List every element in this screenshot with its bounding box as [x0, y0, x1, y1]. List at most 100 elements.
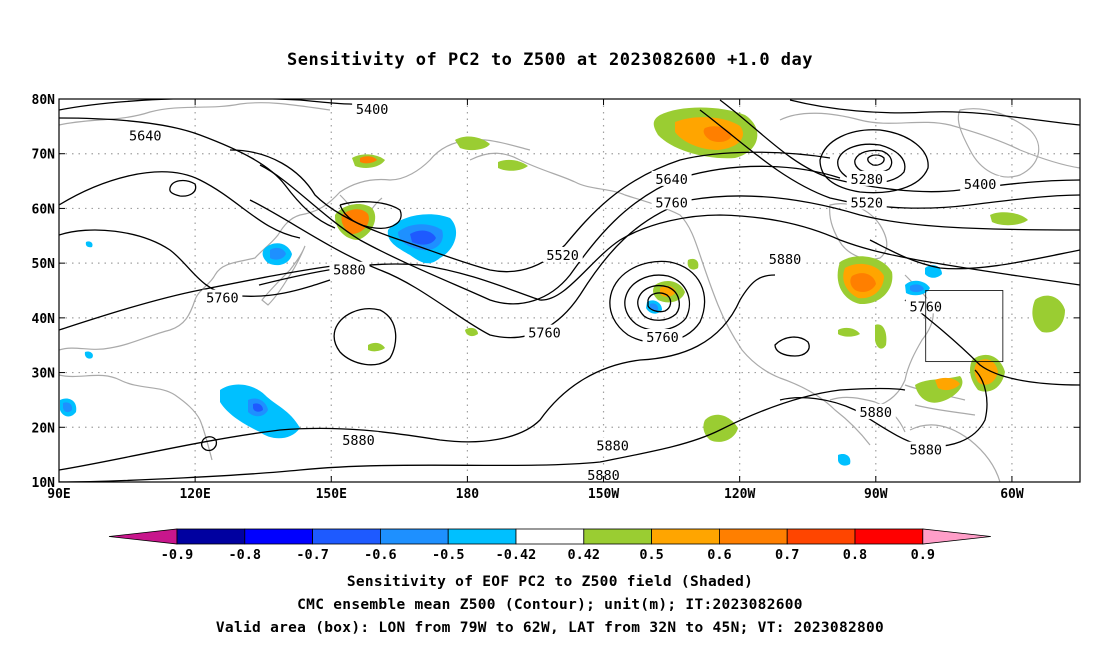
coast-japan: [261, 245, 306, 306]
shading-blob-sea-of-japan-core: [270, 247, 286, 260]
contour-labels: 5640 5400 5520 5880 5760 5760 5640 5760 5760 5880…: [125, 100, 1001, 484]
contour-label: 5760: [206, 291, 239, 307]
contour-5520-east: [699, 109, 1080, 209]
colorbar-swatch: [379, 528, 449, 545]
colorbar-label: -0.8: [229, 547, 262, 563]
caption-valid-area: Valid area (box): LON from 79W to 62W, L…: [215, 620, 885, 636]
coast-gulf: [829, 396, 906, 433]
coast-na-west: [699, 254, 871, 446]
contour-label: 5640: [129, 129, 162, 145]
shading-blob-midpac: [368, 342, 385, 352]
colorbar-label: -0.6: [364, 547, 397, 563]
contour-label-bg: [960, 175, 1001, 191]
lon-label: 150W: [588, 487, 619, 502]
colorbar: -0.9 -0.8 -0.7 -0.6 -0.5 -0.42 0.42 0.5 0.6 0.7 0.…: [108, 528, 991, 563]
shading-blob-okhotsk-core: [360, 156, 377, 164]
contour-5880-central: [258, 214, 1080, 301]
lat-label: 60N: [32, 202, 56, 217]
contour-label: 5880: [587, 468, 620, 484]
shading-blob-bering-neg-peak: [410, 230, 436, 245]
contour-label: 5520: [850, 195, 883, 211]
contour-label: 5880: [333, 263, 366, 279]
lat-label: 40N: [32, 312, 56, 327]
contour-5760-west: [59, 229, 331, 297]
coast-greenland: [957, 108, 1040, 178]
contour-pac-low-inner: [647, 292, 672, 313]
contour-label-bg: [846, 194, 887, 210]
coast-s-america: [909, 424, 1001, 482]
contour-label-bg: [542, 246, 583, 262]
contour-gulf-high: [774, 336, 810, 357]
lat-label: 20N: [32, 421, 56, 436]
colorbar-label: 0.5: [639, 547, 663, 563]
colorbar-high-arrow: [922, 528, 991, 545]
shading-blob-alaska-gulf: [455, 136, 490, 151]
shading-blob-newfoundland: [925, 265, 942, 278]
coast-asia-east: [59, 139, 531, 351]
lon-label: 180: [456, 487, 480, 502]
contour-label-bg: [855, 403, 896, 419]
contour-5880-midpac: [333, 308, 397, 366]
contour-5880-west: [59, 264, 341, 331]
colorbar-swatch: [515, 528, 585, 545]
contour-5280-core: [854, 149, 893, 174]
contour-label: 5760: [646, 330, 679, 346]
contour-label-bg: [329, 261, 370, 277]
contour-pac-low-5640: [624, 274, 691, 331]
contour-5400-east: [719, 99, 1080, 193]
colorbar-label: 0.6: [707, 547, 731, 563]
colorbar-label: 0.8: [843, 547, 867, 563]
coast-asia-south: [59, 374, 213, 461]
contour-label-bg: [905, 441, 946, 457]
contour-label: 5400: [356, 102, 389, 118]
colorbar-swatch: [244, 528, 314, 545]
contour-label: 5880: [596, 438, 629, 454]
colorbar-label: 0.9: [911, 547, 935, 563]
contour-label-bg: [338, 431, 379, 447]
colorbar-swatch: [583, 528, 652, 545]
map-area: 5640 5400 5520 5880 5760 5760 5640 5760 5760 5880…: [59, 99, 1080, 484]
colorbar-label: -0.9: [161, 547, 194, 563]
contour-5520-trough: [229, 149, 831, 273]
shading-blob-atlantic-ne: [990, 212, 1028, 226]
contour-label: 5880: [860, 405, 893, 421]
contour-label-bg: [125, 127, 166, 143]
contour-label: 5880: [769, 252, 802, 268]
contour-label: 5760: [655, 195, 688, 211]
shading-blob-east-pac: [703, 414, 738, 442]
contour-5880-trop: [59, 387, 906, 482]
colorbar-label: -0.5: [432, 547, 465, 563]
colorbar-label: -0.42: [496, 547, 537, 563]
contour-label: 5520: [546, 248, 579, 264]
colorbar-swatch: [854, 528, 924, 545]
contour-label-bg: [642, 329, 683, 345]
colorbar-swatch: [447, 528, 517, 545]
lon-label: 90E: [47, 487, 70, 502]
contour-5760-trough: [249, 195, 1080, 339]
contour-small-low-scs: [200, 436, 218, 452]
coast-arctic: [779, 112, 1080, 169]
contour-5880-east: [904, 299, 1080, 386]
contour-label: 5280: [850, 172, 883, 188]
lon-label: 90W: [864, 487, 888, 502]
contour-5640b: [59, 171, 301, 239]
contour-label-bg: [651, 194, 692, 210]
shading-blob-pac-low-neg-core: [650, 303, 659, 311]
shading-blob-great-lakes-peak: [850, 273, 876, 292]
contour-label-bg: [651, 170, 692, 186]
contour-label: 5640: [655, 172, 688, 188]
lon-label: 60W: [1000, 487, 1024, 502]
contour-5880-south-pac: [59, 274, 776, 471]
caption-contour: CMC ensemble mean Z500 (Contour); unit(m…: [297, 597, 803, 613]
contour-5400-west: [59, 99, 371, 111]
contour-label-bg: [846, 170, 887, 186]
coastlines: [59, 102, 1080, 482]
colorbar-swatch: [651, 528, 720, 545]
colorbar-swatch: [719, 528, 788, 545]
contour-label: 5400: [964, 177, 997, 193]
shading-blob-bahamas-core: [935, 377, 960, 391]
map-frame: [58, 98, 1081, 483]
colorbar-low-arrow: [108, 528, 178, 545]
